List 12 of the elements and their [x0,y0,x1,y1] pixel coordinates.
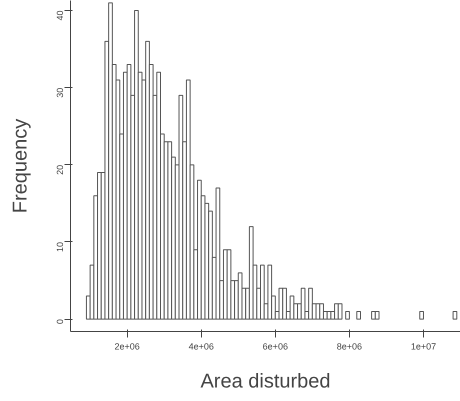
y-tick-label: 20 [55,164,65,175]
y-tick-label: 30 [55,88,65,98]
y-tick-label: 0 [55,319,65,324]
x-axis-title: Area disturbed [200,370,331,392]
y-tick-label: 40 [55,10,65,21]
x-tick-label: 4e+06 [188,342,214,352]
y-axis-title: Frequency [10,118,32,214]
y-tick-label: 10 [55,242,65,252]
x-tick-label: 8e+06 [336,342,362,352]
x-tick-label: 2e+06 [114,342,140,352]
x-tick-label: 6e+06 [262,342,288,352]
x-tick-label: 1e+07 [410,342,436,352]
